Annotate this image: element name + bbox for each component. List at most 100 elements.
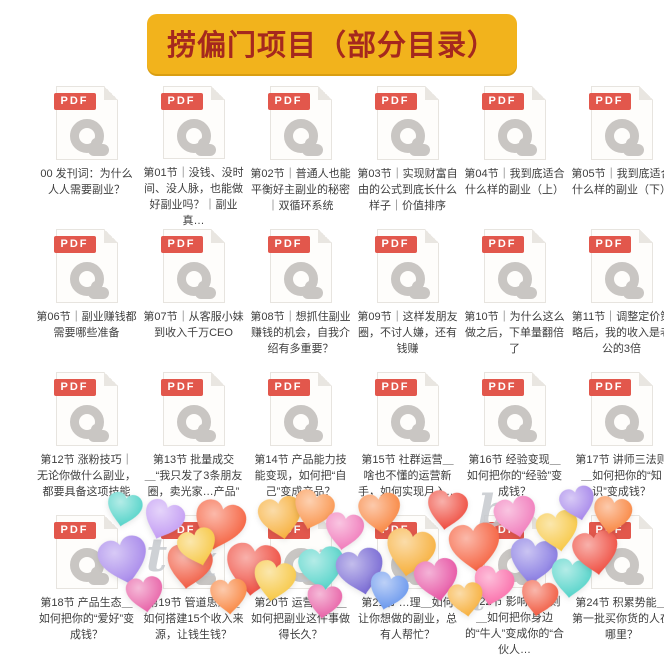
pdf-file-icon: PDF [588,515,653,589]
pdf-file-item[interactable]: PDF 第18节 产品生态＿如何把你的“爱好”变成钱？ [36,515,137,658]
pdf-badge: PDF [588,379,631,396]
page-fold-icon [317,515,332,529]
q-cloud-logo-icon [604,548,644,585]
file-caption: 第05节｜我到底适合什么样的副业（下） [571,168,664,196]
pdf-file-icon: PDF [160,229,225,303]
q-cloud-logo-icon [390,548,430,585]
file-caption: 第22节 影响力法则＿如何把你身边的“牛人”变成你的“合伙人… [465,596,564,656]
pdf-file-item[interactable]: PDF 第13节 批量成交＿“我只发了3条朋友圈，卖光家…产品” [143,372,244,515]
pdf-file-icon: PDF [374,372,439,446]
page-fold-icon [424,515,439,529]
pdf-badge: PDF [53,522,96,539]
file-caption: 第19节 管道思维＿如何搭建15个收入来源，让钱生钱？ [143,597,244,641]
page-fold-icon [531,86,546,100]
pdf-file-icon: PDF [267,515,332,589]
pdf-file-icon: PDF [53,515,118,589]
pdf-file-icon: PDF [53,372,118,446]
page-title: 捞偏门项目（部分目录） [146,14,517,74]
pdf-file-icon: PDF [53,229,118,303]
pdf-file-icon: PDF [481,86,546,160]
page-fold-icon [638,229,653,243]
pdf-file-item[interactable]: PDF 第21节 …理＿如何让你想做的副业，总有人帮忙？ [357,515,458,658]
pdf-badge: PDF [588,522,631,539]
q-cloud-logo-icon [390,405,430,442]
page-fold-icon [210,86,225,100]
pdf-file-item[interactable]: PDF 第15节 社群运营＿啥也不懂的运营新手，如何实现月入… [357,372,458,515]
pdf-file-icon: PDF [481,515,546,588]
pdf-badge: PDF [267,236,310,253]
pdf-badge: PDF [53,236,96,253]
file-caption: 第01节｜没钱、没时间、没人脉，也能做好副业吗？｜副业真… [143,167,244,227]
pdf-file-item[interactable]: PDF 第07节｜从客服小妹到收入千万CEO [143,229,244,372]
file-caption: 第24节 积累势能＿第一批买你货的人在哪里？ [572,597,664,641]
file-caption: 第14节 产品能力技能变现，如何把“自己”变成产品？ [254,454,347,498]
page-fold-icon [317,229,332,243]
pdf-file-item[interactable]: PDF 第24节 积累势能＿第一批买你货的人在哪里？ [571,515,664,658]
pdf-file-item[interactable]: PDF 第16节 经验变现＿如何把你的“经验”变成钱？ [464,372,565,515]
pdf-file-item[interactable]: PDF 第03节｜实现财富自由的公式到底长什么样子｜价值排序 [357,86,458,229]
file-caption: 第11节｜调整定价策略后，我的收入是老公的3倍 [571,311,664,355]
pdf-file-item[interactable]: PDF 第12节 涨粉技巧｜无论你做什么副业，都要具备这项技能 [36,372,137,515]
pdf-badge: PDF [267,379,310,396]
q-cloud-logo-icon [176,548,216,585]
pdf-file-item[interactable]: PDF 第22节 影响力法则＿如何把你身边的“牛人”变成你的“合伙人… [464,515,565,658]
pdf-badge: PDF [160,379,203,396]
file-caption: 第13节 批量成交＿“我只发了3条朋友圈，卖光家…产品” [144,454,243,498]
page-fold-icon [210,372,225,386]
page-fold-icon [638,515,653,529]
pdf-file-item[interactable]: PDF 第14节 产品能力技能变现，如何把“自己”变成产品？ [250,372,351,515]
q-cloud-logo-icon [604,119,644,156]
q-cloud-logo-icon [497,405,537,442]
page-fold-icon [103,229,118,243]
pdf-file-item[interactable]: PDF 第02节｜普通人也能平衡好主副业的秘密｜双循环系统 [250,86,351,229]
q-cloud-logo-icon [176,262,216,299]
pdf-file-item[interactable]: PDF 第06节｜副业赚钱都需要哪些准备 [36,229,137,372]
pdf-badge: PDF [374,379,417,396]
page-fold-icon [103,86,118,100]
pdf-file-item[interactable]: PDF 第08节｜想抓住副业赚钱的机会，自我介绍有多重要？ [250,229,351,372]
file-caption: 第18节 产品生态＿如何把你的“爱好”变成钱？ [38,597,135,641]
q-cloud-logo-icon [283,262,323,299]
pdf-file-item[interactable]: PDF 第20节 运营能力＿如何把副业这件事做得长久？ [250,515,351,658]
pdf-badge: PDF [160,93,203,110]
page-fold-icon [638,372,653,386]
pdf-file-item[interactable]: PDF 第10节｜为什么这么做之后，下单量翻倍了 [464,229,565,372]
page-fold-icon [531,372,546,386]
pdf-file-item[interactable]: PDF 第05节｜我到底适合什么样的副业（下） [571,86,664,229]
file-caption: 第15节 社群运营＿啥也不懂的运营新手，如何实现月入… [358,454,457,498]
q-cloud-logo-icon [390,119,430,156]
q-cloud-logo-icon [497,262,537,299]
file-caption: 第09节｜这样发朋友圈，不讨人嫌，还有钱赚 [357,311,458,355]
file-caption: 第07节｜从客服小妹到收入千万CEO [143,311,244,339]
q-cloud-logo-icon [283,405,323,442]
pdf-badge: PDF [267,93,310,110]
q-cloud-logo-icon [69,119,109,156]
pdf-file-icon: PDF [588,372,653,446]
file-caption: 第04节｜我到底适合什么样的副业（上） [464,168,565,196]
file-caption: 第03节｜实现财富自由的公式到底长什么样子｜价值排序 [357,168,458,212]
pdf-file-icon: PDF [160,515,225,589]
q-cloud-logo-icon [176,119,216,156]
pdf-file-item[interactable]: PDF 第01节｜没钱、没时间、没人脉，也能做好副业吗？｜副业真… [143,86,244,229]
page-fold-icon [638,86,653,100]
pdf-file-icon: PDF [160,86,225,159]
pdf-file-icon: PDF [267,372,332,446]
pdf-file-item[interactable]: PDF 第11节｜调整定价策略后，我的收入是老公的3倍 [571,229,664,372]
q-cloud-logo-icon [69,548,109,585]
pdf-badge: PDF [481,522,524,539]
pdf-badge: PDF [267,522,310,539]
pdf-file-item[interactable]: PDF 第09节｜这样发朋友圈，不讨人嫌，还有钱赚 [357,229,458,372]
file-caption: 第12节 涨粉技巧｜无论你做什么副业，都要具备这项技能 [37,454,136,498]
file-caption: 第10节｜为什么这么做之后，下单量翻倍了 [464,311,565,355]
q-cloud-logo-icon [497,119,537,156]
pdf-badge: PDF [481,236,524,253]
pdf-badge: PDF [481,379,524,396]
pdf-file-icon: PDF [267,229,332,303]
q-cloud-logo-icon [604,405,644,442]
pdf-file-item[interactable]: PDF 第19节 管道思维＿如何搭建15个收入来源，让钱生钱？ [143,515,244,658]
pdf-file-item[interactable]: PDF 第04节｜我到底适合什么样的副业（上） [464,86,565,229]
pdf-file-item[interactable]: PDF 00 发刊词：为什么人人需要副业？ [36,86,137,229]
pdf-file-icon: PDF [267,86,332,160]
pdf-file-item[interactable]: PDF 第17节 讲师三法则＿如何把你的“知识”变成钱？ [571,372,664,515]
